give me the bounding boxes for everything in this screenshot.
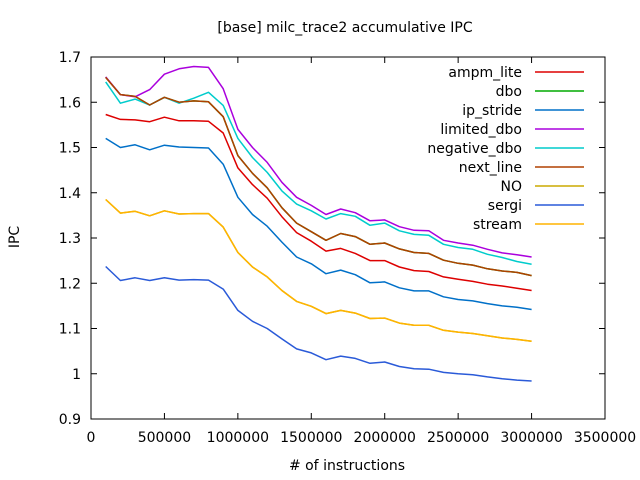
y-axis-label: IPC [7, 226, 23, 249]
x-tick-label: 0 [87, 430, 96, 446]
y-tick-label: 1.3 [59, 231, 81, 247]
x-axis-ticks: 0 500000 1000000 1500000 2000000 2500000 30000… [87, 57, 636, 446]
series-line-sergi [105, 265, 532, 382]
legend-label: stream [473, 217, 522, 233]
y-tick-label: 1.6 [59, 95, 81, 111]
x-tick-label: 3500000 [574, 430, 636, 446]
legend-label: next_line [459, 160, 522, 176]
series-line-next-line [105, 76, 532, 277]
legend-label: dbo [496, 84, 522, 100]
legend-label: ampm_lite [448, 65, 522, 81]
x-tick-label: 2000000 [354, 430, 416, 446]
series-line-ampm-lite [105, 113, 532, 292]
y-tick-label: 1.7 [59, 50, 81, 66]
series-lines [105, 65, 532, 382]
y-tick-label: 1.5 [59, 141, 81, 157]
x-axis-label: # of instructions [289, 458, 405, 474]
y-axis-ticks: 0.9 1 1.1 1.2 1.3 1.4 1.5 1.6 1.7 [59, 50, 605, 428]
legend-label: sergi [488, 198, 522, 214]
legend-label: limited_dbo [440, 122, 522, 138]
y-tick-label: 1.2 [59, 276, 81, 292]
legend-label: ip_stride [462, 103, 522, 119]
series-line-negative-dbo [105, 81, 532, 265]
series-line-limited-dbo [105, 65, 532, 258]
series-line-ip-stride [105, 137, 532, 311]
x-tick-label: 3000000 [500, 430, 562, 446]
legend-label: negative_dbo [427, 141, 522, 157]
x-tick-label: 1500000 [280, 430, 342, 446]
plot-frame [90, 56, 606, 420]
series-line-stream [105, 198, 532, 342]
legend-label: NO [501, 179, 523, 195]
y-tick-label: 1.4 [59, 186, 81, 202]
y-tick-label: 1.1 [59, 322, 81, 338]
y-tick-label: 1 [72, 367, 81, 383]
x-tick-label: 2500000 [427, 430, 489, 446]
chart-title: [base] milc_trace2 accumulative IPC [217, 20, 472, 36]
x-tick-label: 500000 [138, 430, 191, 446]
x-tick-label: 1000000 [207, 430, 269, 446]
y-tick-label: 0.9 [59, 412, 81, 428]
series-line-no [105, 198, 532, 342]
